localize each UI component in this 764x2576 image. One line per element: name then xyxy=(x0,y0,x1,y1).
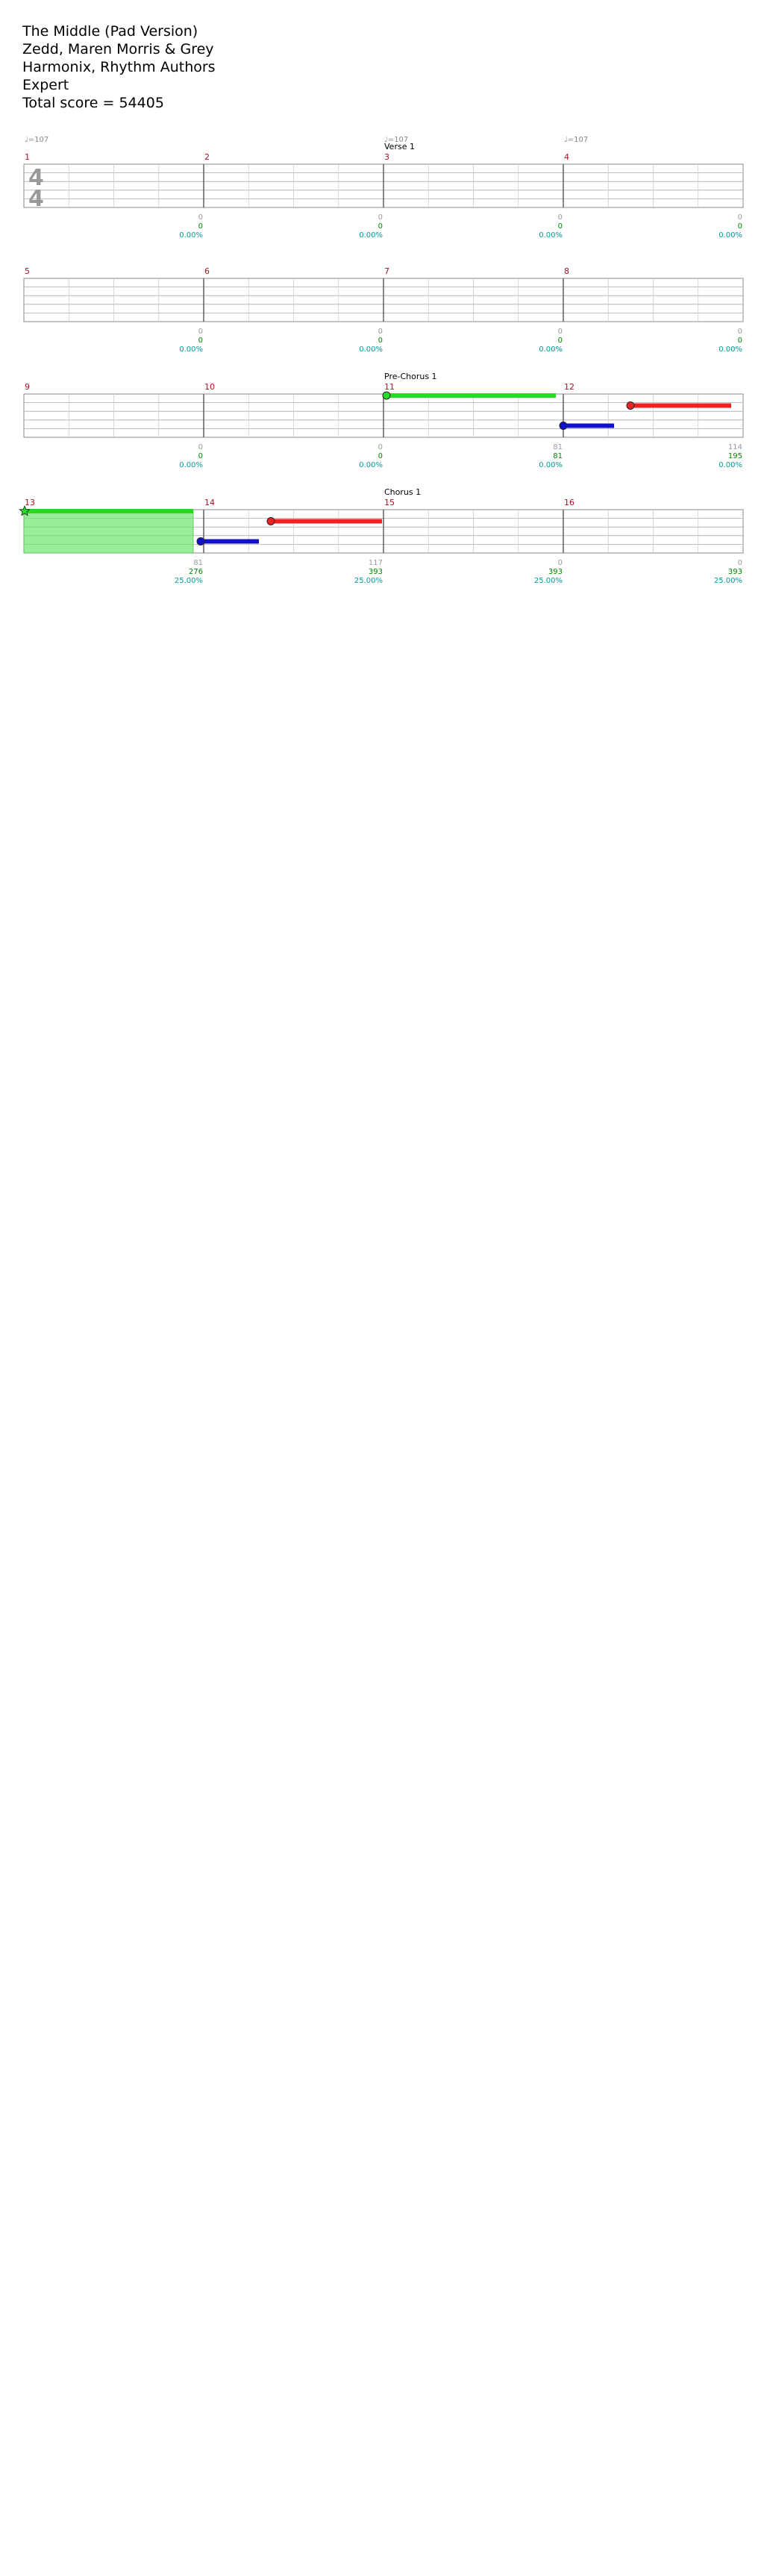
measure-score: 0 xyxy=(198,337,203,345)
measure-multiplier: 0 xyxy=(378,443,383,451)
red-note xyxy=(266,517,275,525)
section-label: Verse 1 xyxy=(384,142,415,151)
measure-number: 13 xyxy=(25,498,35,507)
staff-row xyxy=(23,393,744,438)
measure-percent: 0.00% xyxy=(539,231,563,240)
measure-number: 3 xyxy=(384,152,389,162)
measure-percent: 0.00% xyxy=(718,346,742,354)
measure-percent: 25.00% xyxy=(534,577,563,585)
measure-score: 0 xyxy=(198,222,203,231)
tempo-marker: ♩=107 xyxy=(25,136,48,144)
measure-percent: 0.00% xyxy=(539,346,563,354)
measure-number: 15 xyxy=(384,498,395,507)
measure-multiplier: 0 xyxy=(198,443,203,451)
measure-score: 393 xyxy=(369,568,383,576)
section-label: Chorus 1 xyxy=(384,487,421,497)
measure-number: 2 xyxy=(204,152,210,162)
measure-multiplier: 0 xyxy=(378,213,383,222)
measure-multiplier: 117 xyxy=(369,559,383,567)
measure-multiplier: 0 xyxy=(378,328,383,336)
measure-multiplier: 0 xyxy=(558,328,563,336)
measure-number: 4 xyxy=(564,152,569,162)
measure-score: 81 xyxy=(553,452,563,460)
tempo-marker: ♩=107 xyxy=(564,136,588,144)
measure-score: 195 xyxy=(728,452,742,460)
song-header: The Middle (Pad Version) Zedd, Maren Mor… xyxy=(22,22,216,112)
measure-number: 14 xyxy=(204,498,215,507)
measure-percent: 25.00% xyxy=(714,577,742,585)
measure-number: 12 xyxy=(564,382,574,392)
measure-percent: 0.00% xyxy=(179,346,203,354)
green-note xyxy=(382,391,391,400)
measure-multiplier: 0 xyxy=(738,328,742,336)
measure-number: 1 xyxy=(25,152,30,162)
measure-score: 276 xyxy=(189,568,203,576)
song-authors: Harmonix, Rhythm Authors xyxy=(22,59,216,75)
total-score: Total score = 54405 xyxy=(22,95,164,111)
measure-score: 0 xyxy=(558,222,563,231)
measure-multiplier: 0 xyxy=(558,559,563,567)
measure-number: 11 xyxy=(384,382,395,392)
measure-percent: 0.00% xyxy=(359,346,383,354)
measure-number: 6 xyxy=(204,266,210,276)
measure-multiplier: 0 xyxy=(738,213,742,222)
measure-number: 9 xyxy=(25,382,30,392)
measure-number: 16 xyxy=(564,498,574,507)
measure-score: 0 xyxy=(378,452,383,460)
measure-number: 8 xyxy=(564,266,569,276)
staff-row xyxy=(23,163,744,208)
measure-score: 0 xyxy=(738,222,742,231)
measure-score: 0 xyxy=(378,337,383,345)
star-power-zone xyxy=(23,509,194,554)
section-label: Pre-Chorus 1 xyxy=(384,372,437,381)
time-signature-top: 4 xyxy=(28,165,44,191)
measure-number: 10 xyxy=(204,382,215,392)
measure-percent: 25.00% xyxy=(354,577,383,585)
song-artist: Zedd, Maren Morris & Grey xyxy=(22,41,214,57)
measure-percent: 0.00% xyxy=(718,461,742,469)
measure-multiplier: 114 xyxy=(728,443,742,451)
measure-score: 393 xyxy=(548,568,563,576)
measure-score: 0 xyxy=(738,337,742,345)
measure-percent: 0.00% xyxy=(359,461,383,469)
measure-percent: 0.00% xyxy=(718,231,742,240)
measure-percent: 0.00% xyxy=(179,461,203,469)
blue-note xyxy=(559,422,568,430)
blue-note xyxy=(196,537,205,545)
measure-multiplier: 81 xyxy=(193,559,203,567)
time-signature-bottom: 4 xyxy=(28,186,44,212)
measure-score: 0 xyxy=(558,337,563,345)
tempo-marker: ♩=107 xyxy=(384,136,408,144)
red-note xyxy=(626,401,635,410)
star-note xyxy=(19,504,31,516)
song-difficulty: Expert xyxy=(22,77,69,93)
measure-percent: 0.00% xyxy=(179,231,203,240)
measure-multiplier: 0 xyxy=(198,328,203,336)
measure-percent: 0.00% xyxy=(539,461,563,469)
measure-number: 5 xyxy=(25,266,30,276)
measure-multiplier: 0 xyxy=(738,559,742,567)
measure-percent: 25.00% xyxy=(175,577,203,585)
measure-score: 0 xyxy=(378,222,383,231)
song-title: The Middle (Pad Version) xyxy=(22,23,198,40)
measure-number: 7 xyxy=(384,266,389,276)
measure-percent: 0.00% xyxy=(359,231,383,240)
measure-score: 0 xyxy=(198,452,203,460)
measure-multiplier: 81 xyxy=(553,443,563,451)
measure-multiplier: 0 xyxy=(198,213,203,222)
measure-score: 393 xyxy=(728,568,742,576)
staff-row xyxy=(23,278,744,322)
measure-multiplier: 0 xyxy=(558,213,563,222)
